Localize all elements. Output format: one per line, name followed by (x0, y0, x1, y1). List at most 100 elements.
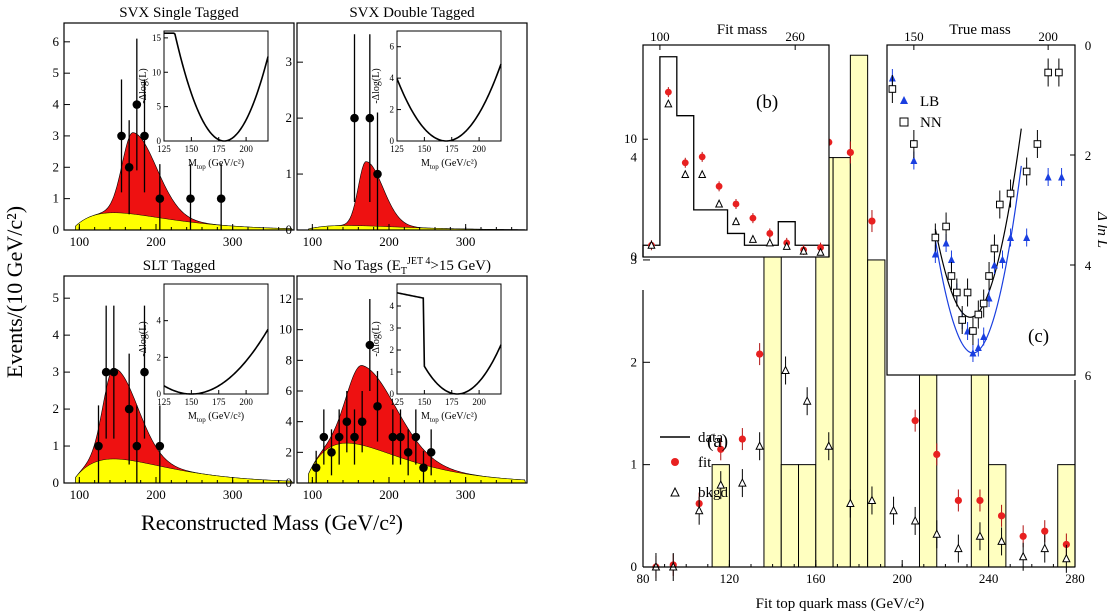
legend-bkgd-swatch (670, 486, 680, 497)
nn-point (958, 316, 967, 324)
y-tick-label: 4 (53, 97, 60, 112)
data-point (388, 432, 398, 442)
lb-point (980, 332, 988, 340)
bkgd-point (824, 441, 834, 450)
x-tick-label: 200 (146, 487, 166, 502)
data-point (365, 340, 375, 350)
inset-y-tick-label: 2 (390, 105, 395, 115)
bkgd-point (694, 505, 704, 515)
bkgd-point (997, 536, 1006, 545)
fit-point (933, 450, 941, 459)
fit-point (664, 88, 672, 96)
panel-frame (296, 22, 528, 231)
data-point (373, 169, 382, 179)
likelihood-inset: 125 150 175 200 0 5 10 15 -Δlog(L) Mtop (GeV/c²) (138, 30, 269, 171)
y-tick-label: 10 (624, 131, 637, 146)
nn-point (1006, 189, 1015, 198)
panel-title: No Tags (ETJET 4>15 GeV) (333, 256, 491, 277)
fit-point (756, 350, 764, 358)
x-tick-label: 80 (637, 571, 650, 586)
x-tick-label: 200 (1038, 29, 1058, 44)
legend-lb-label: LB (920, 94, 939, 110)
legend-nn-swatch (899, 117, 909, 127)
panel-b-frame (642, 44, 830, 258)
inset-y-axis-label: -Δlog(L) (371, 68, 382, 103)
data-point (124, 162, 134, 172)
inset-y-tick-label: 4 (390, 73, 395, 83)
inset-y-tick-label: 15 (152, 33, 162, 43)
fit-point (738, 435, 746, 443)
fit-point (911, 417, 919, 425)
nn-point (953, 288, 961, 297)
panel-a-label: (a) (707, 431, 728, 452)
data-point (373, 402, 382, 411)
legend-fit-label: fit (698, 455, 712, 471)
y-tick-label: 2 (631, 354, 638, 369)
legend-data-label: data (698, 430, 723, 446)
inset-x-tick-label: 125 (157, 144, 171, 154)
panel-c-y-label: Δ ln L (1094, 211, 1107, 248)
background-area (308, 442, 526, 484)
panel-a: 80 120 160 200 240 280 0 1 2 3 4 data fit bkgd (631, 54, 1085, 586)
lb-point (931, 250, 939, 258)
fit-point (997, 512, 1006, 520)
bkgd-point (1040, 543, 1050, 553)
data-point (342, 417, 352, 426)
lb-point (1044, 173, 1052, 181)
fit-point (698, 153, 706, 161)
inset-y-tick-label: 4 (157, 316, 162, 326)
likelihood-curve (396, 63, 502, 142)
inset-y-tick-label: 6 (390, 42, 395, 52)
nn-point (931, 233, 940, 242)
y-tick-label: 2 (1085, 148, 1092, 163)
bkgd-point (714, 199, 724, 208)
legend-fit-swatch (671, 458, 679, 466)
inset-y-tick-label: 2 (157, 352, 162, 362)
likelihood-curve (396, 292, 502, 395)
x-tick-label: 260 (785, 29, 805, 44)
inset-frame (396, 30, 502, 142)
bkgd-point (698, 169, 707, 179)
lb-point (969, 349, 977, 357)
x-tick-label: 150 (904, 29, 924, 44)
fit-point (976, 496, 984, 505)
lb-point (990, 261, 998, 269)
data-point (350, 113, 359, 123)
inset-y-axis-label: -Δlog(L) (138, 68, 149, 103)
fit-point (717, 445, 725, 453)
data-point (426, 448, 436, 457)
inset-y-tick-label: 4 (390, 301, 395, 311)
inset-x-axis-label: Mtop (GeV/c²) (188, 158, 244, 171)
bkgd-point (781, 365, 790, 374)
x-tick-label: 200 (379, 487, 399, 502)
y-tick-label: 5 (53, 290, 60, 305)
x-tick-label: 300 (223, 234, 243, 249)
fit-point (868, 217, 876, 225)
y-tick-label: 2 (286, 110, 293, 125)
panel-c-title: True mass (949, 22, 1011, 38)
y-tick-label: 10 (279, 322, 292, 337)
inset-x-axis-label: Mtop (GeV/c²) (188, 411, 244, 424)
lb-point (1058, 173, 1066, 181)
data-point (140, 367, 149, 377)
inset-frame (163, 283, 269, 395)
bkgd-point (738, 477, 747, 487)
data-point (216, 194, 226, 203)
panel-b: 100 260 0 10 (624, 29, 830, 264)
data-point (132, 441, 142, 451)
y-tick-label: 1 (53, 438, 60, 453)
data-point (365, 113, 375, 123)
y-tick-label: 5 (53, 65, 60, 80)
lb-point (910, 156, 918, 164)
inset-y-tick-label: 2 (390, 345, 395, 355)
fit-point (1041, 527, 1049, 535)
fit-point (846, 148, 854, 157)
y-tick-label: 6 (286, 383, 293, 398)
background-area (75, 212, 293, 231)
bkgd-point (889, 505, 898, 515)
panel-frame (63, 22, 295, 231)
x-tick-label: 100 (70, 487, 90, 502)
legend-lb-swatch (900, 96, 908, 104)
